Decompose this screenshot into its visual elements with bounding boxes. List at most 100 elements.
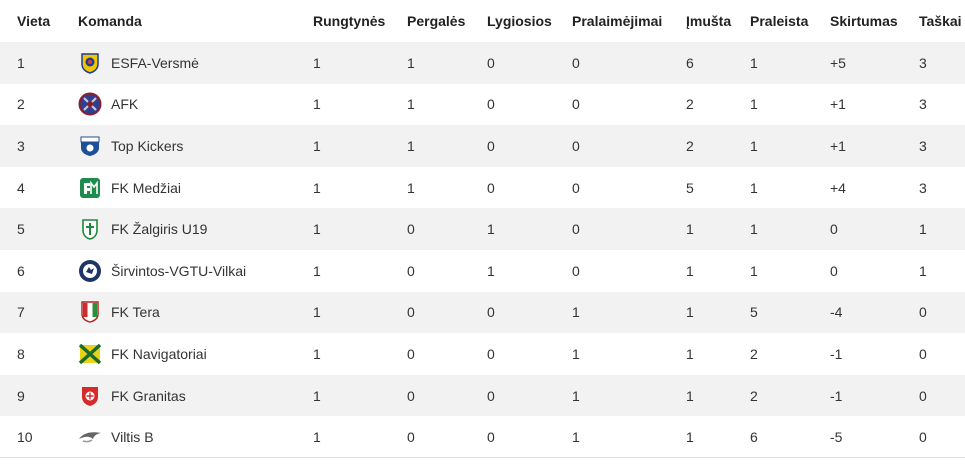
cell-lost: 1 [572,304,580,321]
cell-scored: 6 [686,54,694,71]
cell-points: 3 [919,137,927,154]
cell-team: FK Granitas [78,375,313,417]
cell-place: 7 [17,304,25,321]
team-cell-content: Top Kickers [78,134,313,158]
cell-drawn: 0 [487,304,495,321]
table-row: 1 ESFA-Versmė 1 1 0 0 6 1 +5 3 [0,42,965,84]
fk-navigatoriai-logo [78,342,102,366]
cell-lost: 1 [572,387,580,404]
cell-team: FK Tera [78,292,313,334]
cell-difference: +1 [830,137,846,154]
table-body: 1 ESFA-Versmė 1 1 0 0 6 1 +5 3 2 AFK 1 1 0 0 2 1 +1 3 3 Top K… [0,42,965,458]
cell-place: 4 [17,179,25,196]
team-name: Top Kickers [111,137,184,154]
cell-points: 3 [919,54,927,71]
cell-place: 9 [17,387,25,404]
cell-place: 3 [17,137,25,154]
cell-points: 1 [919,221,927,238]
cell-played: 1 [313,54,321,71]
cell-conceded: 1 [750,221,758,238]
cell-conceded: 1 [750,96,758,113]
cell-drawn: 0 [487,137,495,154]
cell-drawn: 1 [487,262,495,279]
cell-place: 1 [17,54,25,71]
cell-scored: 1 [686,387,694,404]
top-kickers-logo [78,134,102,158]
team-cell-content: AFK [78,92,313,116]
team-cell-content: ESFA-Versmė [78,51,313,75]
header-difference: Skirtumas [830,13,898,29]
cell-drawn: 0 [487,179,495,196]
cell-lost: 0 [572,137,580,154]
team-name: FK Tera [111,304,160,321]
team-cell-content: FK Granitas [78,384,313,408]
cell-played: 1 [313,304,321,321]
table-row: 3 Top Kickers 1 1 0 0 2 1 +1 3 [0,125,965,167]
cell-points: 1 [919,262,927,279]
cell-team: Top Kickers [78,125,313,167]
cell-conceded: 6 [750,429,758,446]
cell-drawn: 0 [487,387,495,404]
header-conceded: Praleista [750,13,809,29]
team-name: FK Granitas [111,387,186,404]
cell-drawn: 1 [487,221,495,238]
header-scored: Įmušta [686,13,732,29]
sirvintos-vgtu-vilkai-logo [78,259,102,283]
team-name: FK Medžiai [111,179,182,196]
cell-won: 0 [407,345,415,362]
table-bottom-divider [0,457,965,458]
table-row: 7 FK Tera 1 0 0 1 1 5 -4 0 [0,291,965,334]
cell-points: 0 [919,304,927,321]
cell-drawn: 0 [487,429,495,446]
cell-conceded: 5 [750,304,758,321]
team-cell-content: Širvintos-VGTU-Vilkai [78,259,313,283]
cell-difference: +4 [830,179,846,196]
cell-played: 1 [313,179,321,196]
cell-played: 1 [313,387,321,404]
cell-won: 0 [407,304,415,321]
header-played: Rungtynės [313,13,386,29]
cell-conceded: 2 [750,387,758,404]
cell-conceded: 1 [750,137,758,154]
cell-team: Viltis B [78,416,313,458]
team-cell-content: FK Medžiai [78,176,313,200]
afk-logo [78,92,102,116]
cell-lost: 0 [572,96,580,113]
team-name: Viltis B [111,429,154,446]
cell-difference: -4 [830,304,843,321]
cell-difference: +5 [830,54,846,71]
cell-lost: 0 [572,179,580,196]
cell-scored: 1 [686,429,694,446]
cell-team: FK Medžiai [78,167,313,209]
cell-lost: 1 [572,429,580,446]
cell-difference: -1 [830,345,843,362]
cell-conceded: 2 [750,345,758,362]
cell-scored: 1 [686,345,694,362]
table-row: 8 FK Navigatoriai 1 0 0 1 1 2 -1 0 [0,333,965,375]
cell-difference: -5 [830,429,843,446]
cell-played: 1 [313,429,321,446]
header-won: Pergalės [407,13,466,29]
cell-place: 6 [17,262,25,279]
cell-lost: 0 [572,262,580,279]
cell-points: 3 [919,179,927,196]
cell-drawn: 0 [487,345,495,362]
cell-drawn: 0 [487,54,495,71]
cell-played: 1 [313,137,321,154]
cell-scored: 5 [686,179,694,196]
table-row: 9 FK Granitas 1 0 0 1 1 2 -1 0 [0,374,965,417]
table-row: 6 Širvintos-VGTU-Vilkai 1 0 1 0 1 1 0 1 [0,250,965,292]
cell-points: 3 [919,96,927,113]
cell-team: AFK [78,84,313,126]
viltis-b-logo [78,425,102,449]
cell-team: ESFA-Versmė [78,42,313,84]
cell-played: 1 [313,96,321,113]
table-row: 10 Viltis B 1 0 0 1 1 6 -5 0 [0,416,965,458]
cell-played: 1 [313,345,321,362]
cell-conceded: 1 [750,262,758,279]
header-place: Vieta [17,13,51,29]
cell-won: 0 [407,262,415,279]
table-row: 2 AFK 1 1 0 0 2 1 +1 3 [0,84,965,126]
header-lost: Pralaimėjimai [572,13,663,29]
